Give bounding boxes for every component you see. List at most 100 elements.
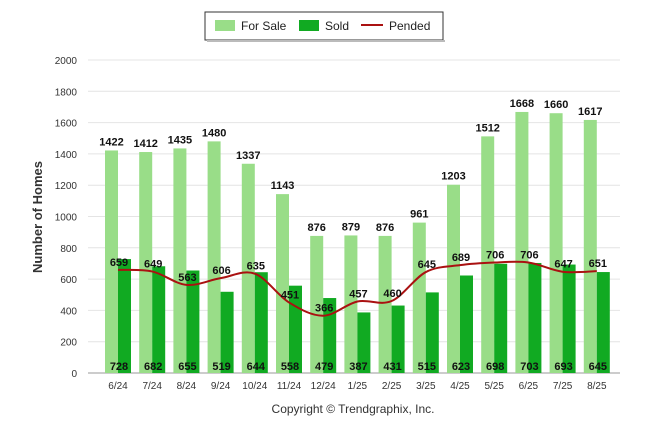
sold-value-label: 519: [212, 361, 230, 373]
pended-value-label: 689: [452, 252, 470, 264]
bar-sold: [152, 266, 166, 373]
bar-sold: [357, 312, 371, 373]
bar-sold: [562, 264, 576, 373]
bar-for-sale: [241, 163, 255, 373]
x-tick-label: 1/25: [348, 381, 368, 392]
for-sale-value-label: 1143: [271, 180, 295, 192]
bar-for-sale: [378, 235, 392, 373]
bar-sold: [460, 275, 473, 373]
y-tick-label: 400: [60, 306, 77, 317]
y-tick-label: 1000: [55, 213, 78, 224]
for-sale-value-label: 1203: [441, 171, 465, 183]
for-sale-value-label: 876: [376, 222, 394, 234]
bar-sold: [220, 291, 234, 373]
bar-for-sale: [139, 152, 153, 373]
sold-value-label: 479: [315, 361, 333, 373]
pended-value-label: 645: [418, 259, 436, 271]
x-tick-label: 10/24: [242, 381, 267, 392]
sold-value-label: 623: [452, 361, 470, 373]
for-sale-value-label: 876: [308, 222, 326, 234]
bar-sold: [254, 272, 268, 373]
bar-sold: [118, 259, 131, 373]
pended-value-label: 457: [349, 288, 367, 300]
sold-value-label: 431: [383, 361, 401, 373]
x-axis-ticks: 6/24 7/24 8/24 9/24 10/24 11/24 12/24 1/25 2/25 3…: [108, 381, 607, 392]
for-sale-value-label: 1512: [475, 122, 499, 134]
y-tick-label: 1600: [55, 119, 78, 130]
y-tick-label: 0: [71, 369, 77, 380]
pended-value-label: 649: [144, 258, 162, 270]
x-tick-label: 7/25: [553, 381, 573, 392]
pended-line: [117, 260, 597, 317]
for-sale-value-label: 1435: [168, 134, 192, 146]
legend-box-shadow: [207, 40, 445, 42]
pended-value-label: 706: [520, 250, 538, 262]
y-tick-label: 1200: [55, 181, 78, 192]
y-tick-label: 1800: [55, 87, 78, 98]
sold-value-label: 682: [144, 361, 162, 373]
pended-value-label: 659: [110, 257, 128, 269]
x-tick-label: 12/24: [311, 381, 336, 392]
sold-value-label: 728: [110, 361, 128, 373]
pended-value-label: 563: [178, 272, 196, 284]
sold-value-label: 698: [486, 361, 504, 373]
y-axis-ticks: 0 200 400 600 800 1000 1200 1400 1600 1800 2000: [55, 56, 78, 380]
x-tick-label: 8/24: [177, 381, 197, 392]
sold-value-label: 693: [554, 361, 572, 373]
bar-for-sale: [310, 235, 324, 373]
legend-box: [204, 11, 444, 41]
legend-label-sold: Sold: [325, 19, 349, 33]
for-sale-value-label: 1422: [99, 136, 123, 148]
for-sale-value-label: 1480: [202, 127, 226, 139]
bar-for-sale: [481, 136, 495, 373]
y-tick-label: 600: [60, 275, 77, 286]
sold-value-label: 703: [520, 361, 538, 373]
for-sale-value-label: 1337: [236, 150, 260, 162]
bar-for-sale: [105, 150, 118, 373]
legend: For Sale Sold Pended: [204, 11, 445, 42]
for-sale-value-label: 1660: [544, 99, 568, 111]
bar-for-sale: [276, 194, 289, 373]
sold-value-label: 515: [418, 361, 436, 373]
sold-value-label: 644: [247, 361, 266, 373]
legend-swatch-sold: [299, 20, 319, 31]
pended-value-label: 451: [281, 289, 299, 301]
y-tick-label: 2000: [55, 56, 78, 67]
bar-sold: [323, 298, 337, 373]
y-axis-label: Number of Homes: [30, 161, 45, 273]
bar-sold: [528, 262, 542, 373]
for-sale-value-label: 1668: [510, 98, 534, 110]
bar-sold: [425, 292, 439, 373]
bar-for-sale: [412, 222, 426, 373]
x-tick-label: 5/25: [484, 381, 504, 392]
pended-value-label: 635: [247, 261, 265, 273]
x-tick-label: 3/25: [416, 381, 436, 392]
sold-value-label: 655: [178, 361, 196, 373]
for-sale-value-label: 1412: [133, 138, 157, 150]
x-tick-label: 6/25: [519, 381, 539, 392]
bar-for-sale: [207, 141, 221, 373]
y-tick-label: 1400: [55, 150, 78, 161]
x-tick-label: 4/25: [450, 381, 470, 392]
bar-for-sale: [447, 184, 460, 373]
bar-sold: [186, 270, 200, 373]
pended-value-label: 706: [486, 250, 504, 262]
x-tick-label: 2/25: [382, 381, 402, 392]
for-sale-value-label: 879: [342, 221, 360, 233]
bar-sold: [494, 263, 508, 373]
x-tick-label: 9/24: [211, 381, 231, 392]
pended-value-label: 647: [554, 259, 572, 271]
legend-swatch-for-sale: [215, 20, 235, 31]
legend-label-for-sale: For Sale: [241, 19, 287, 33]
sold-value-label: 387: [349, 361, 367, 373]
pended-value-label: 651: [589, 258, 607, 270]
pended-value-label: 606: [212, 265, 230, 277]
bar-for-sale: [549, 113, 563, 374]
data-labels: 1422 728 659 1412 682 649 1435 655 563 1480 519 606…: [99, 98, 607, 373]
bar-for-sale: [173, 148, 187, 373]
x-tick-label: 6/24: [108, 381, 128, 392]
pended-value-label: 366: [315, 303, 333, 315]
y-tick-label: 200: [60, 338, 77, 349]
